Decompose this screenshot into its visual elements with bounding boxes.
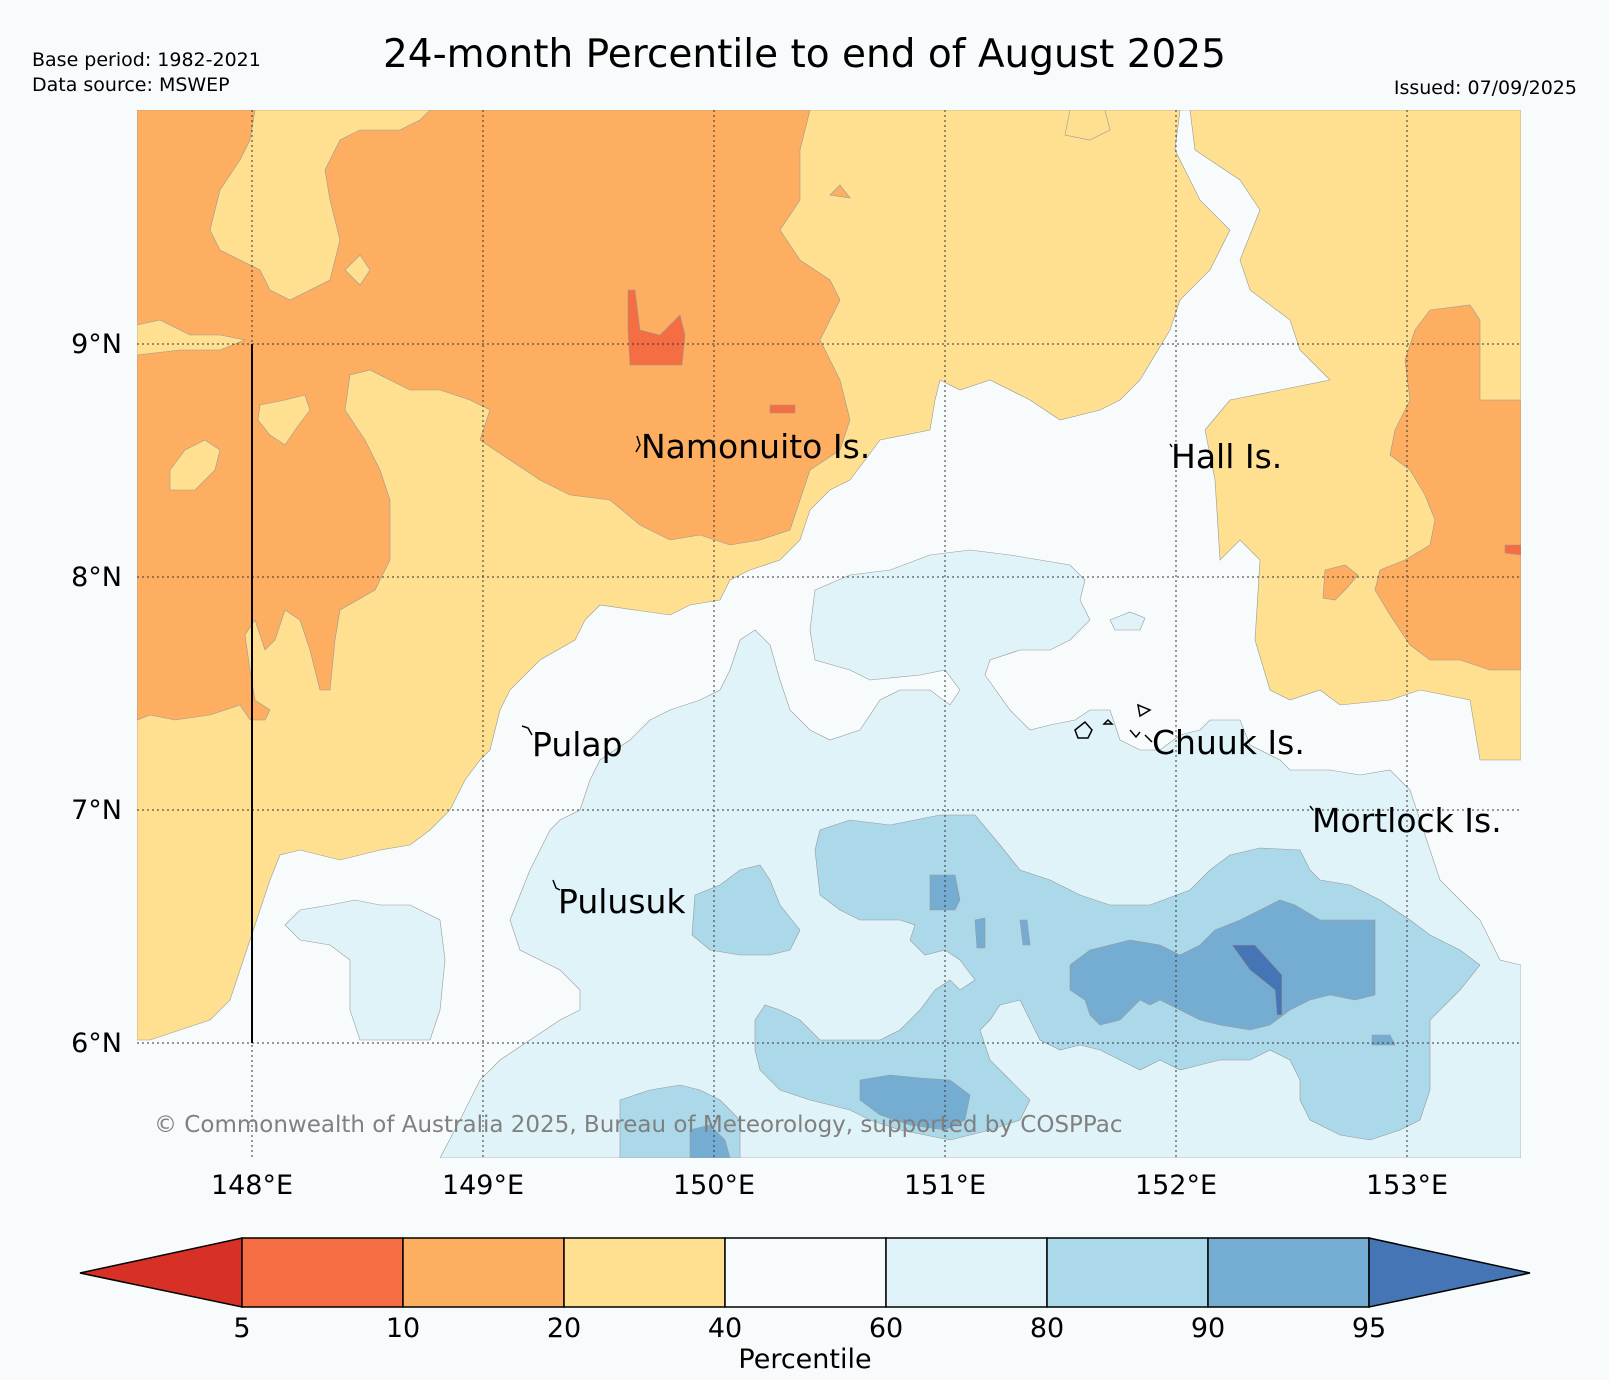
colorbar-segment-80-90 — [1046, 1237, 1209, 1308]
region-90-95 — [1069, 899, 1376, 1031]
meta-info-left: Base period: 1982-2021 Data source: MSWE… — [32, 48, 261, 98]
region-90-95-sw — [689, 1124, 731, 1158]
namonuito-marker — [635, 435, 641, 453]
colorbar-tick: 60 — [869, 1313, 903, 1344]
colorbar-tick: 90 — [1191, 1313, 1225, 1344]
lon-label-151e: 151°E — [904, 1170, 986, 1201]
region-20-40-hole — [344, 254, 371, 286]
region-10-20-east — [1374, 304, 1521, 671]
colorbar-label: Percentile — [738, 1344, 871, 1375]
region-90-95-dot — [1019, 919, 1031, 946]
lon-label-152e: 152°E — [1135, 1170, 1217, 1201]
hall-marker — [1169, 443, 1173, 448]
colorbar-tick: 80 — [1030, 1313, 1064, 1344]
lat-label-7n: 7°N — [71, 795, 122, 826]
colorbar: 5 10 20 40 60 80 90 95 Percentile — [79, 1237, 1531, 1375]
colorbar-segment-5-10 — [241, 1237, 404, 1308]
map-title: 24-month Percentile to end of August 202… — [382, 32, 1226, 77]
lon-label-149e: 149°E — [442, 1170, 524, 1201]
graticule — [137, 110, 1521, 1158]
pulap-marker — [521, 725, 533, 736]
label-namonuito: Namonuito Is. — [641, 427, 870, 466]
region-20-40-north — [1064, 110, 1111, 141]
base-period: Base period: 1982-2021 — [32, 49, 261, 71]
colorbar-segment-20-40 — [563, 1237, 726, 1308]
lon-label-153e: 153°E — [1366, 1170, 1448, 1201]
lon-label-148e: 148°E — [211, 1170, 293, 1201]
region-10-20-east-small — [1322, 564, 1359, 601]
colorbar-tick: 40 — [708, 1313, 742, 1344]
colorbar-segment-90-95 — [1207, 1237, 1370, 1308]
pulusuk-marker — [552, 879, 561, 891]
colorbar-segment-gt95 — [1368, 1237, 1531, 1308]
colorbar-segment-10-20 — [402, 1237, 565, 1308]
region-20-40-hole — [257, 394, 311, 446]
region-90-95-south — [859, 1074, 971, 1131]
chuuk-lagoon-marker — [1074, 703, 1153, 743]
lat-label-6n: 6°N — [71, 1028, 122, 1059]
region-60-80-west — [284, 899, 446, 1041]
region-60-80-small — [1109, 611, 1146, 631]
colorbar-tick: 95 — [1352, 1313, 1386, 1344]
map-plot-area: Namonuito Is. Hall Is. Pulap Chuuk Is. M… — [137, 110, 1521, 1158]
lat-label-9n: 9°N — [71, 329, 122, 360]
colorbar-tick: 10 — [386, 1313, 420, 1344]
region-90-95-dot — [974, 917, 986, 949]
label-hall: Hall Is. — [1171, 437, 1282, 476]
data-source: Data source: MSWEP — [32, 74, 230, 96]
colorbar-tick: 20 — [547, 1313, 581, 1344]
region-5-10 — [627, 289, 686, 366]
colorbar-segment-lt5 — [79, 1237, 243, 1308]
lat-label-8n: 8°N — [71, 562, 122, 593]
region-80-90-west — [691, 864, 801, 956]
colorbar-segment-60-80 — [885, 1237, 1048, 1308]
label-pulap: Pulap — [532, 725, 623, 764]
issued-date: Issued: 07/09/2025 — [1393, 77, 1577, 99]
region-10-20-west — [137, 110, 851, 721]
island-markers — [521, 435, 1314, 891]
lon-label-150e: 150°E — [673, 1170, 755, 1201]
region-20-40-hole — [137, 319, 247, 356]
mortlock-marker — [1309, 805, 1314, 811]
copyright-text: © Commonwealth of Australia 2025, Bureau… — [154, 1112, 1123, 1138]
colorbar-tick: 5 — [233, 1313, 250, 1344]
region-20-40-hole — [169, 439, 221, 491]
label-chuuk: Chuuk Is. — [1152, 723, 1305, 762]
label-mortlock: Mortlock Is. — [1312, 801, 1502, 840]
region-gt95 — [1231, 944, 1283, 1016]
colorbar-segment-40-60 — [724, 1237, 887, 1308]
label-pulusuk: Pulusuk — [558, 882, 686, 921]
region-5-10-small — [769, 404, 796, 414]
region-10-20-small — [829, 184, 851, 199]
region-5-10-east — [1504, 544, 1521, 556]
region-90-95-centre — [929, 874, 961, 911]
